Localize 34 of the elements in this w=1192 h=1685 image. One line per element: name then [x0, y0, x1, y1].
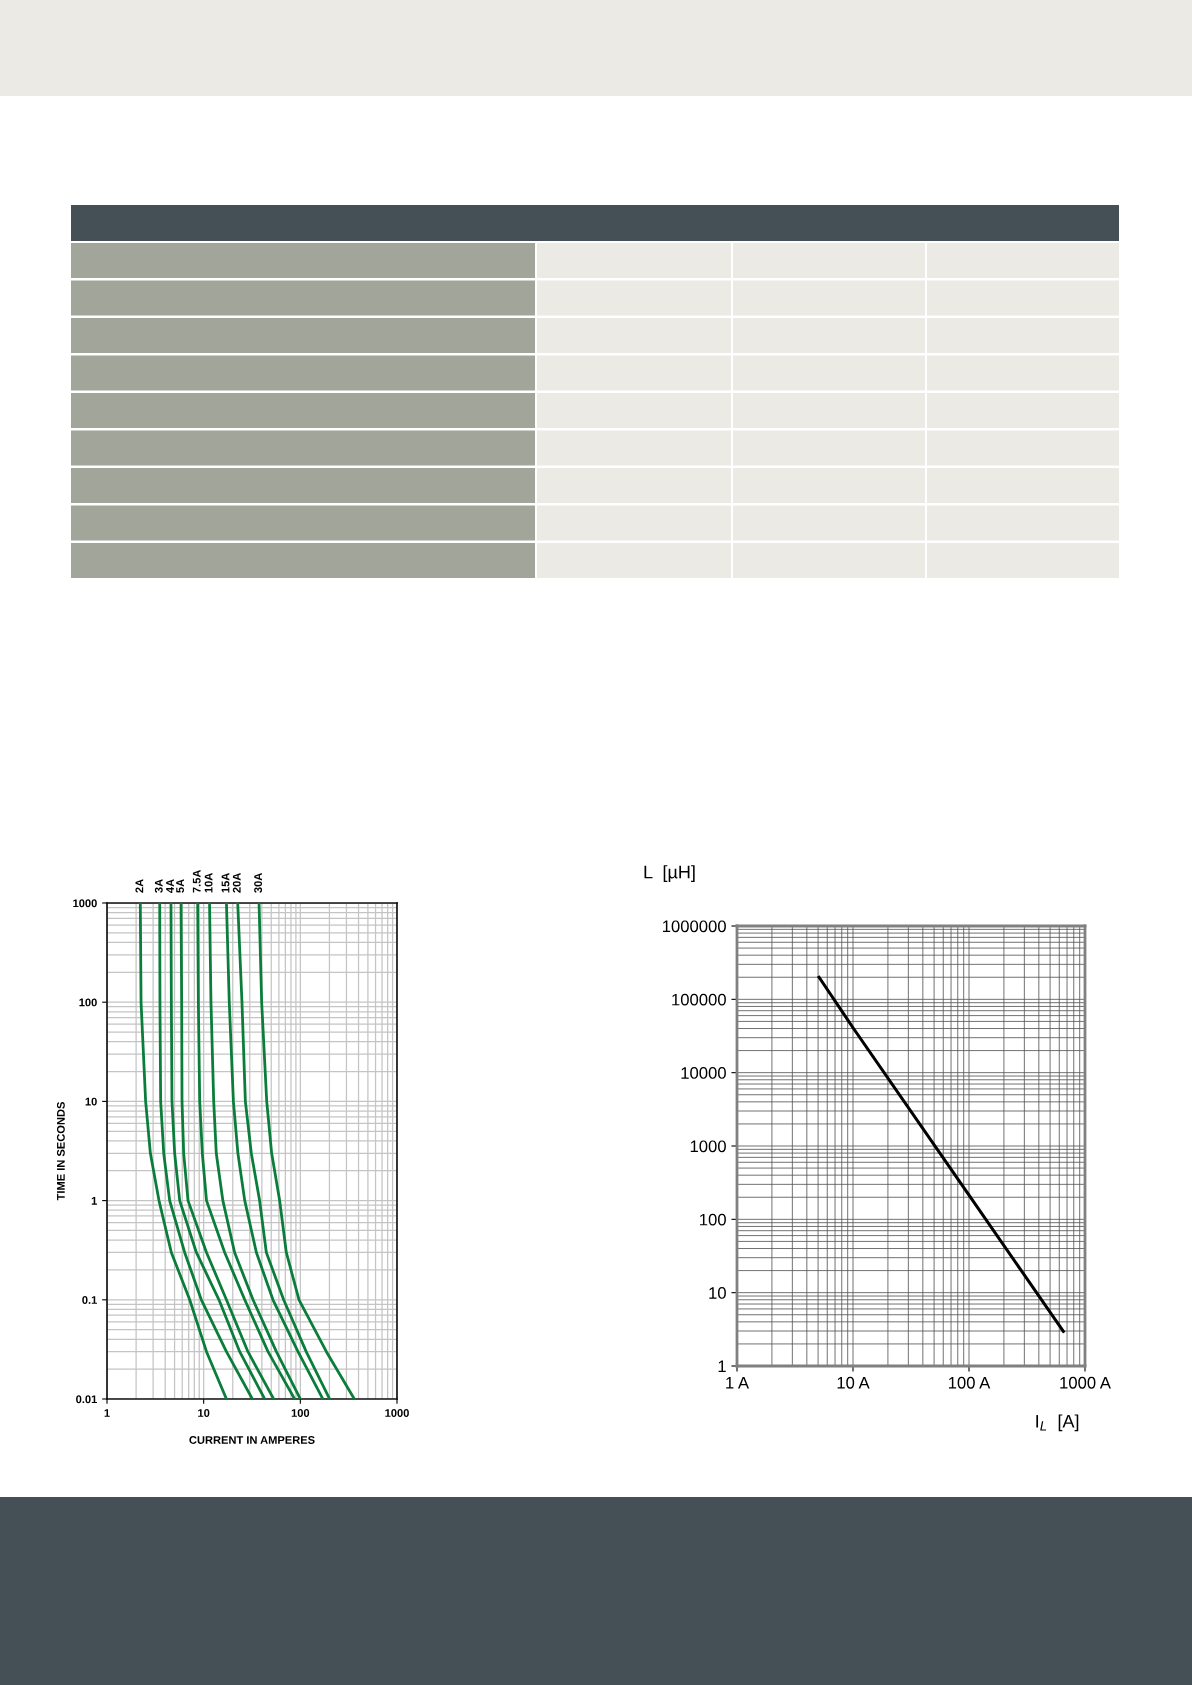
y-axis-title: L [µH] — [644, 865, 695, 882]
x-tick-label: 1 A — [726, 1377, 750, 1389]
x-tick-label: 10 — [198, 1409, 210, 1417]
text: 5A — [176, 879, 184, 893]
y-tick-label: 1 — [718, 1360, 726, 1373]
y-tick-label: 1000 — [73, 899, 97, 908]
y-tick-label: 100 — [700, 1213, 726, 1226]
y-tick-label: 1 — [91, 1196, 97, 1205]
text: 4A — [166, 879, 174, 893]
x-axis-title: I$_{L}$ [A] — [1036, 1414, 1079, 1432]
text: 10A — [204, 872, 213, 893]
text: 7.5A — [192, 869, 201, 893]
x-tick-label: 1000 A — [1060, 1376, 1111, 1389]
y-tick-label: 0.01 — [76, 1395, 97, 1404]
y-axis-title: TIME IN SECONDS — [56, 1102, 65, 1201]
x-tick-label: 1 — [104, 1409, 110, 1417]
text: 3A — [154, 879, 163, 893]
y-tick-label: 10000 — [681, 1067, 726, 1079]
text: 15A — [221, 872, 230, 893]
y-tick-label: 0.1 — [82, 1296, 97, 1304]
y-tick-label: 10 — [85, 1097, 97, 1106]
text: 2A — [135, 879, 144, 893]
y-tick-label: 100000 — [672, 993, 726, 1006]
y-tick-label: 100 — [79, 998, 97, 1007]
y-tick-label: 10 — [709, 1287, 726, 1299]
x-tick-label: 100 — [291, 1409, 310, 1417]
y-tick-label: 1000 — [690, 1140, 726, 1153]
text: 20A — [232, 872, 241, 893]
y-tick-label: 1000000 — [662, 920, 726, 933]
text: 30A — [254, 872, 263, 893]
x-tick-label: 10 A — [837, 1376, 870, 1389]
x-axis-title: CURRENT IN AMPERES — [189, 1436, 315, 1444]
x-tick-label: 100 A — [948, 1376, 991, 1389]
x-tick-label: 1000 — [385, 1409, 409, 1417]
